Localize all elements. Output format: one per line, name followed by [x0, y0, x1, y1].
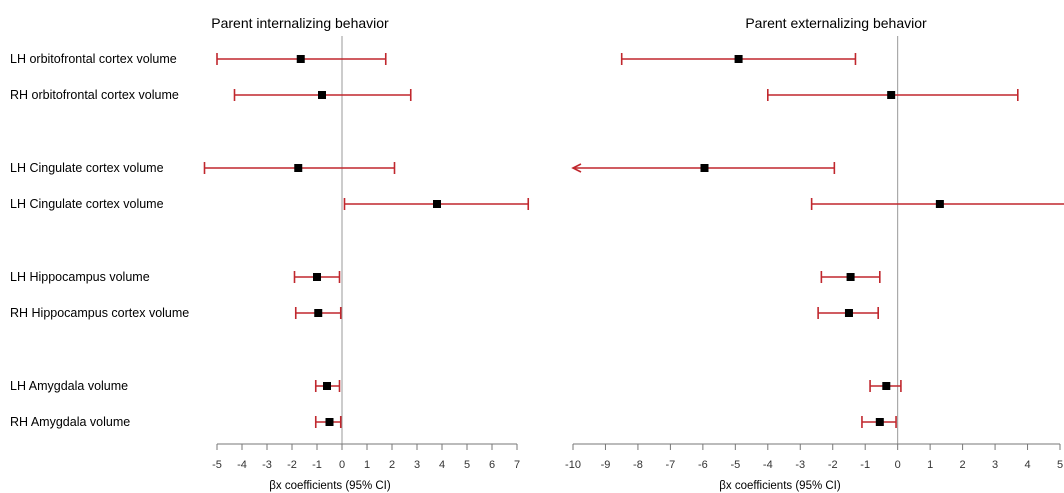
- x-tick-label: -3: [262, 459, 272, 471]
- x-axis-title-internalizing: βx coefficients (95% CI): [269, 480, 391, 492]
- row-label: LH Hippocampus volume: [10, 270, 150, 284]
- x-tick-label: -3: [795, 459, 805, 471]
- x-tick-label: -7: [666, 459, 676, 471]
- row-label: LH orbitofrontal cortex volume: [10, 52, 177, 66]
- point-estimate: [887, 91, 896, 99]
- row-label: LH Cingulate cortex volume: [10, 197, 164, 211]
- row-label: RH orbitofrontal cortex volume: [10, 88, 179, 102]
- point-estimate: [844, 309, 853, 317]
- x-tick-label: -2: [287, 459, 297, 471]
- x-tick-label: 3: [992, 459, 998, 471]
- x-tick-label: 1: [927, 459, 933, 471]
- ci-arrow-left: [571, 163, 582, 173]
- x-axis-title-externalizing: βx coefficients (95% CI): [719, 480, 841, 492]
- x-tick-label: -4: [763, 459, 773, 471]
- panel-title-externalizing: Parent externalizing behavior: [745, 15, 927, 31]
- row-labels: LH orbitofrontal cortex volume RH orbitof…: [10, 52, 189, 429]
- point-estimate: [734, 55, 743, 63]
- x-tick-label: -5: [212, 459, 222, 471]
- point-estimate: [296, 55, 305, 63]
- x-tick-label: 4: [1024, 459, 1030, 471]
- x-tick-label: 1: [364, 459, 370, 471]
- point-estimate: [294, 164, 303, 172]
- x-tick-label: -6: [698, 459, 708, 471]
- point-estimate: [325, 418, 334, 426]
- row-label: LH Cingulate cortex volume: [10, 161, 164, 175]
- point-estimate: [433, 200, 441, 208]
- x-tick-label: 0: [339, 459, 345, 471]
- x-tick-label: -5: [730, 459, 740, 471]
- x-tick-label: 2: [960, 459, 966, 471]
- x-tick-label: -1: [860, 459, 870, 471]
- x-tick-label: -1: [312, 459, 322, 471]
- row-label: LH Amygdala volume: [10, 379, 128, 393]
- point-estimate: [314, 309, 323, 317]
- panel-externalizing: Parent externalizing behavior βx coeffic…: [565, 15, 1064, 492]
- x-tick-label: -8: [633, 459, 643, 471]
- x-tick-label: 7: [514, 459, 520, 471]
- point-estimate: [323, 382, 331, 390]
- x-tick-label: 4: [439, 459, 445, 471]
- row-label: RH Amygdala volume: [10, 415, 130, 429]
- x-tick-label: 5: [1057, 459, 1063, 471]
- x-tick-label: 2: [389, 459, 395, 471]
- panel-internalizing: Parent internalizing behavior βx coeffic…: [203, 15, 530, 492]
- point-estimate: [318, 91, 326, 99]
- point-estimate: [313, 273, 321, 281]
- x-tick-label: -2: [828, 459, 838, 471]
- point-estimate: [882, 382, 891, 390]
- point-estimate: [846, 273, 855, 281]
- point-estimate: [700, 164, 709, 172]
- row-label: RH Hippocampus cortex volume: [10, 306, 189, 320]
- point-estimate: [875, 418, 884, 426]
- x-tick-label: 0: [895, 459, 901, 471]
- x-tick-label: 5: [464, 459, 470, 471]
- x-tick-label: -10: [565, 459, 581, 471]
- x-tick-label: -4: [237, 459, 247, 471]
- x-tick-label: 6: [489, 459, 495, 471]
- x-tick-label: 3: [414, 459, 420, 471]
- panel-title-internalizing: Parent internalizing behavior: [211, 15, 389, 31]
- point-estimate: [935, 200, 944, 208]
- x-tick-label: -9: [601, 459, 611, 471]
